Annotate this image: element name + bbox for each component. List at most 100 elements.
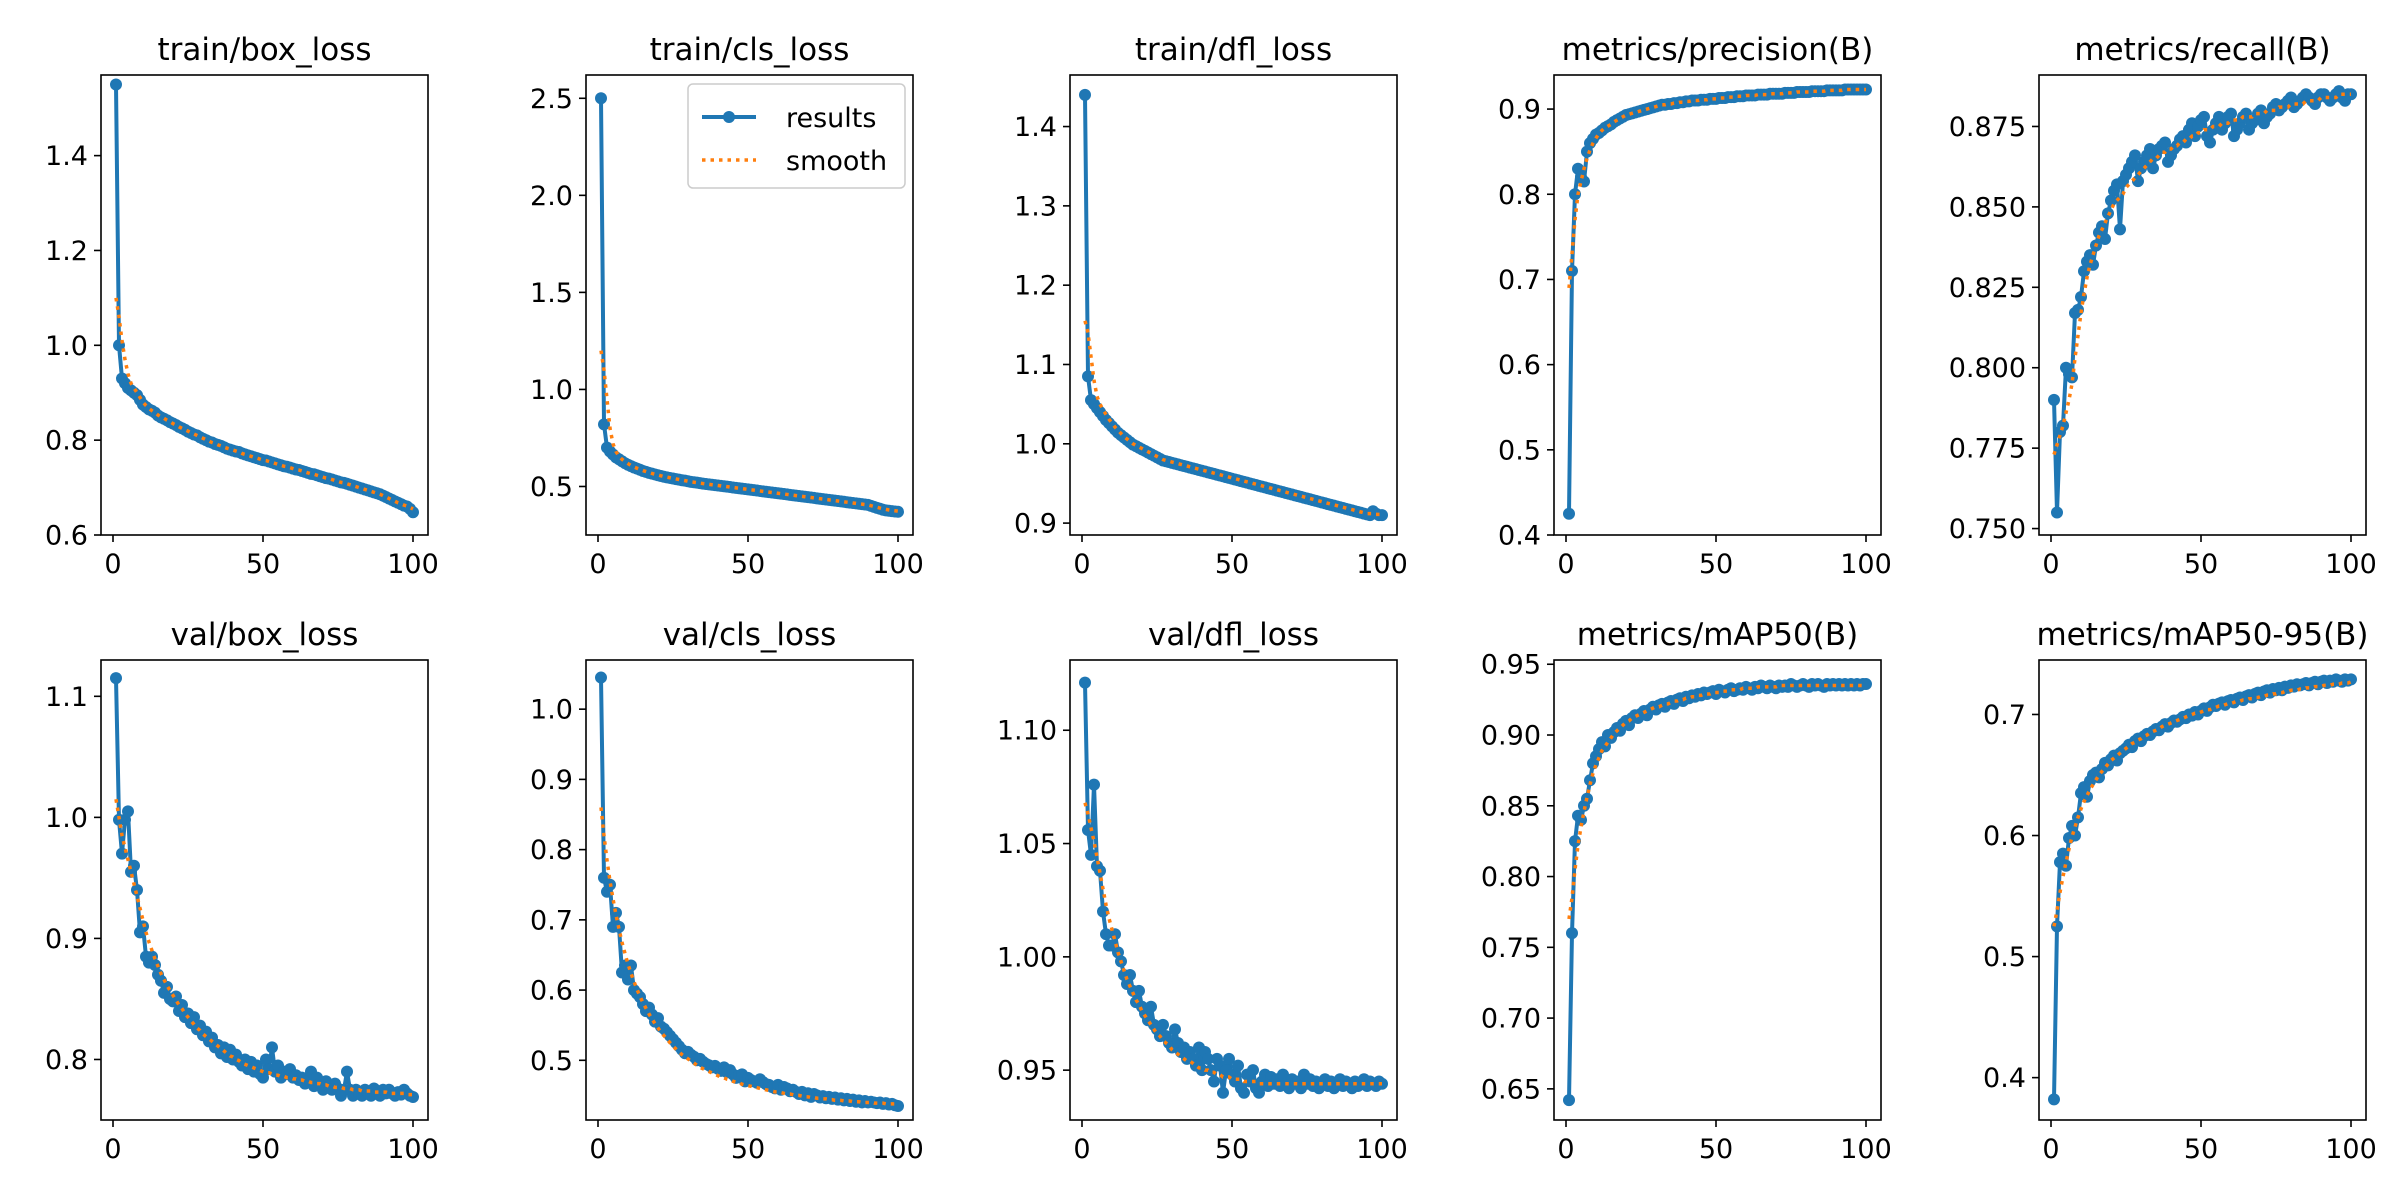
chart-title: val/dfl_loss (1148, 617, 1319, 653)
chart-title: metrics/precision(B) (1562, 32, 1874, 68)
data-point (1079, 676, 1091, 689)
data-point (1253, 1086, 1265, 1099)
data-point (2180, 136, 2192, 149)
data-point (1238, 1086, 1250, 1099)
y-tick-label: 1.1 (45, 682, 88, 713)
data-point (1109, 928, 1121, 941)
y-tick-label: 1.05 (997, 829, 1057, 860)
data-point (170, 990, 182, 1003)
x-tick-label: 50 (1215, 549, 1249, 580)
y-tick-label: 0.80 (1481, 862, 1541, 893)
data-point (2051, 506, 2063, 519)
chart-panel: metrics/recall(B) 0 50 100 0.750 0.775 0.800 0.… (1949, 32, 2377, 580)
data-point (2114, 223, 2126, 236)
data-point (122, 805, 134, 818)
y-tick-label: 0.875 (1949, 112, 2026, 143)
series-line-smooth (1567, 87, 1866, 289)
x-tick-label: 100 (1356, 549, 1408, 580)
y-tick-label: 0.850 (1949, 192, 2026, 223)
data-point (341, 1065, 353, 1078)
y-tick-label: 1.10 (997, 716, 1057, 747)
axes-frame (100, 74, 429, 536)
data-point (1860, 678, 1872, 691)
axes-frame (2038, 659, 2367, 1121)
chart-panel: train/box_loss 0 50 100 0.6 0.8 1.0 1.2 1.4 (45, 32, 439, 580)
data-point (2159, 136, 2171, 149)
data-point (407, 506, 419, 519)
series-line-smooth (1567, 683, 1866, 920)
data-point (892, 1099, 904, 1112)
data-point (598, 418, 610, 431)
y-tick-label: 0.7 (1498, 265, 1541, 296)
data-point (1566, 927, 1578, 940)
x-tick-label: 0 (1557, 1134, 1574, 1165)
data-point (2105, 194, 2117, 207)
y-tick-label: 1.5 (530, 278, 573, 309)
data-point (1082, 823, 1094, 836)
chart-panel: metrics/mAP50-95(B) 0 50 100 0.4 0.5 0.6 0.7 (1983, 617, 2377, 1165)
legend-results-label: results (786, 103, 876, 134)
y-tick-label: 0.4 (1983, 1063, 2026, 1094)
y-tick-label: 0.5 (1983, 942, 2026, 973)
data-point (1208, 1075, 1220, 1088)
data-point (2147, 162, 2159, 175)
data-point (1202, 1052, 1214, 1065)
x-tick-label: 100 (2325, 1134, 2377, 1165)
data-point (2096, 220, 2108, 233)
chart-panel: val/dfl_loss 0 50 100 0.95 1.00 1.05 1.10 (997, 617, 1408, 1165)
axes-frame (1553, 74, 1882, 536)
legend-box (687, 83, 906, 189)
x-tick-label: 0 (2042, 549, 2059, 580)
data-point (188, 1011, 200, 1024)
chart-title: train/cls_loss (650, 32, 850, 68)
data-point (1133, 984, 1145, 997)
y-tick-label: 1.0 (45, 803, 88, 834)
x-tick-label: 100 (387, 549, 439, 580)
y-tick-label: 0.9 (1498, 95, 1541, 126)
y-tick-label: 1.4 (1014, 112, 1057, 143)
y-tick-label: 0.825 (1949, 273, 2026, 304)
x-tick-label: 50 (731, 549, 765, 580)
data-point (149, 959, 161, 972)
y-tick-label: 0.70 (1481, 1004, 1541, 1035)
x-tick-label: 50 (2184, 549, 2218, 580)
y-tick-label: 1.00 (997, 942, 1057, 973)
data-point (1097, 905, 1109, 918)
data-point (260, 1053, 272, 1066)
chart-title: metrics/recall(B) (2074, 32, 2330, 68)
data-point (610, 906, 622, 919)
data-point (1169, 1023, 1181, 1036)
x-tick-label: 0 (1073, 1134, 1090, 1165)
data-point (892, 505, 904, 518)
chart-panel: val/cls_loss 0 50 100 0.5 0.6 0.7 0.8 0.9 1.0 (530, 617, 924, 1165)
legend: results smooth (687, 83, 906, 189)
y-tick-label: 0.6 (530, 976, 573, 1007)
y-tick-label: 0.8 (45, 426, 88, 457)
x-tick-label: 0 (589, 549, 606, 580)
chart-panel: metrics/precision(B) 0 50 100 0.4 0.5 0.6 0.7 0.… (1498, 32, 1892, 580)
legend-smooth-label: smooth (786, 146, 887, 177)
chart-title: train/dfl_loss (1135, 32, 1332, 68)
data-point (1563, 1094, 1575, 1107)
data-point (1088, 778, 1100, 791)
x-tick-label: 100 (1840, 1134, 1892, 1165)
axes-frame (585, 659, 914, 1121)
x-tick-label: 100 (872, 1134, 924, 1165)
y-tick-label: 0.9 (1014, 509, 1057, 540)
data-point (2048, 393, 2060, 406)
y-tick-label: 0.8 (530, 835, 573, 866)
y-tick-label: 0.750 (1949, 514, 2026, 545)
x-tick-label: 50 (731, 1134, 765, 1165)
x-tick-label: 50 (1215, 1134, 1249, 1165)
series-line-smooth (599, 807, 899, 1107)
data-point (2066, 819, 2078, 832)
chart-panel: val/box_loss 0 50 100 0.8 0.9 1.0 1.1 (45, 617, 439, 1165)
chart-title: train/box_loss (157, 32, 371, 68)
y-tick-label: 0.6 (1983, 821, 2026, 852)
chart-panel: train/cls_loss 0 50 100 0.5 1.0 1.5 2.0 2.5 resul… (530, 32, 924, 580)
x-tick-label: 0 (104, 1134, 121, 1165)
data-point (595, 92, 607, 105)
data-point (110, 78, 122, 91)
legend-results-marker (723, 111, 735, 123)
